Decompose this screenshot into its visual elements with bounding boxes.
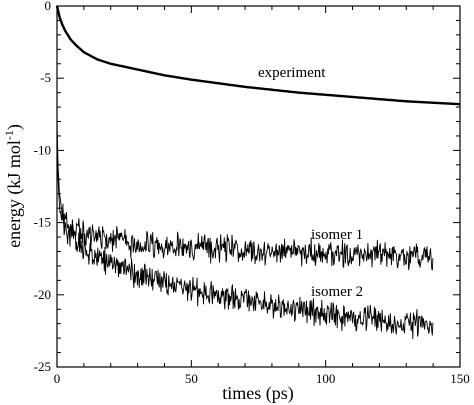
x-tick-label: 0 [54,371,61,386]
axis-ticks: 0 50 100 150 0 -5 -10 -15 -20 -25 [34,0,470,386]
y-tick-label: -20 [34,287,51,302]
series-layer [55,5,461,340]
annotation-isomer-1: isomer 1 [311,227,363,243]
y-tick-label: -5 [40,70,51,85]
annotation-experiment: experiment [258,65,326,81]
y-tick-label: 0 [45,0,52,13]
x-tick-label: 150 [450,371,470,386]
annotation-isomer-2: isomer 2 [311,284,363,300]
series-line-isomer-1 [56,119,434,271]
plot-frame [56,5,461,368]
y-tick-label: -25 [34,359,51,374]
y-axis-title-main: energy (kJ mol [4,140,25,248]
x-axis-title: times (ps) [222,383,294,404]
y-tick-label: -15 [34,215,51,230]
x-tick-label: 100 [316,371,336,386]
series-line-isomer-2 [56,135,434,340]
y-axis-title: energy (kJ mol-1) [2,124,25,248]
x-tick-label: 50 [185,371,198,386]
y-axis-title-superscript: -1 [2,130,16,140]
series-line-experiment [55,5,461,106]
y-tick-label: -10 [34,142,51,157]
y-axis-title-close: ) [4,124,25,130]
